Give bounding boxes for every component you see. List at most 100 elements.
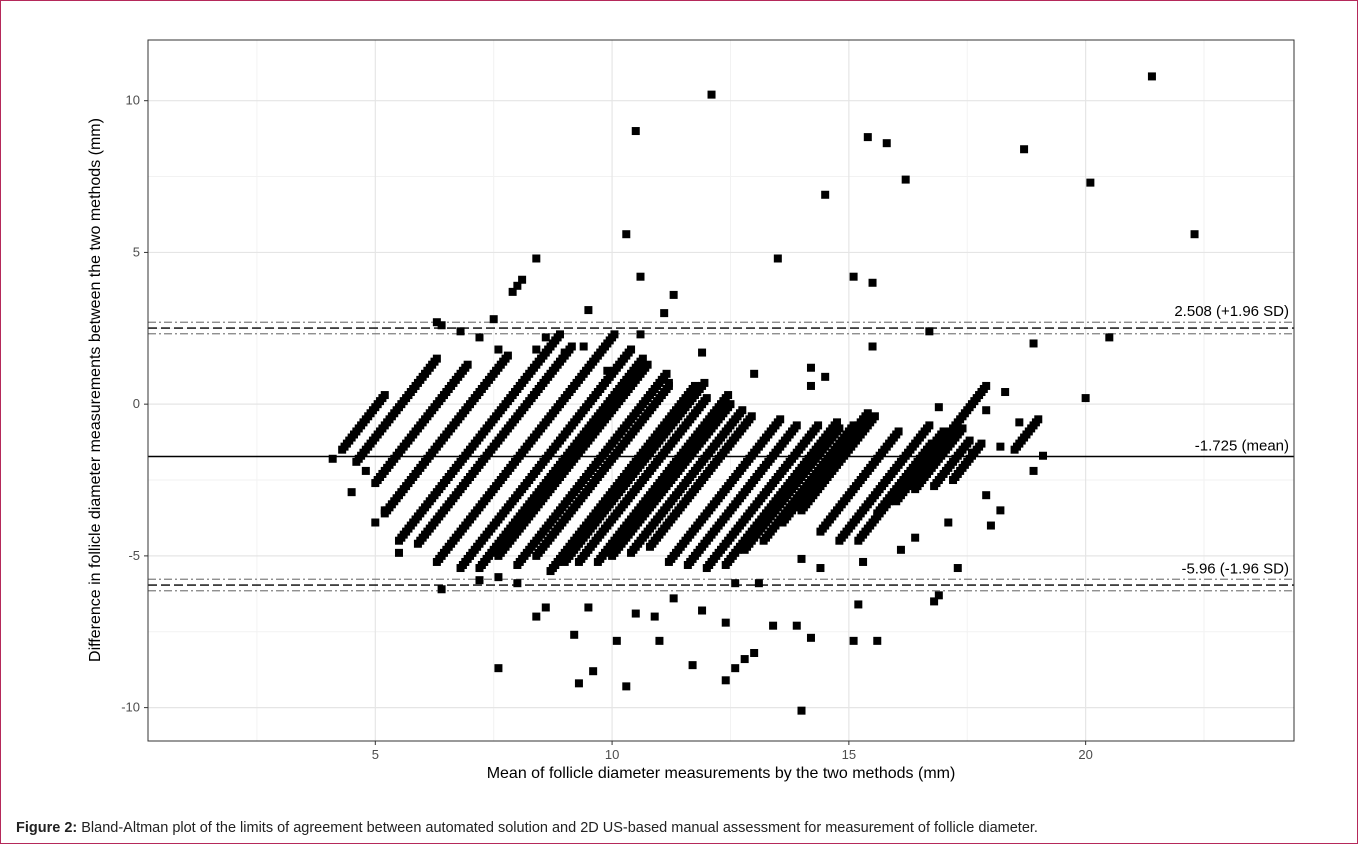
data-point — [934, 403, 943, 412]
data-point — [494, 573, 503, 582]
data-point — [816, 564, 825, 573]
data-point — [532, 345, 541, 354]
data-point — [806, 363, 815, 372]
figure-caption: Figure 2: Bland-Altman plot of the limit… — [16, 820, 1346, 836]
data-point — [1190, 230, 1199, 239]
data-point — [610, 330, 619, 339]
data-point — [638, 354, 647, 363]
data-point — [863, 409, 872, 418]
data-point — [612, 636, 621, 645]
data-point — [432, 354, 441, 363]
data-point — [925, 327, 934, 336]
data-point — [806, 381, 815, 390]
data-point — [849, 636, 858, 645]
data-point — [882, 139, 891, 148]
data-point — [740, 655, 749, 664]
data-point — [489, 315, 498, 324]
data-point — [1001, 388, 1010, 397]
data-point — [870, 412, 879, 421]
data-point — [662, 369, 671, 378]
data-point — [967, 448, 976, 457]
data-point — [669, 290, 678, 299]
data-point — [792, 621, 801, 630]
data-point — [977, 439, 986, 448]
x-axis-title: Mean of follicle diameter measurements b… — [487, 765, 956, 782]
y-tick-label: 10 — [126, 93, 140, 108]
data-point — [432, 318, 441, 327]
data-point — [821, 372, 830, 381]
data-point — [747, 412, 756, 421]
data-point — [835, 424, 844, 433]
data-point — [456, 327, 465, 336]
x-tick-label: 20 — [1078, 747, 1092, 762]
data-point — [475, 333, 484, 342]
data-point — [690, 381, 699, 390]
data-point — [622, 230, 631, 239]
data-point — [953, 564, 962, 573]
data-point — [361, 466, 370, 475]
data-point — [754, 579, 763, 588]
data-point — [698, 606, 707, 615]
data-point — [1086, 178, 1095, 187]
upper_loa-label: 2.508 (+1.96 SD) — [1174, 303, 1289, 320]
data-point — [700, 378, 709, 387]
data-point — [567, 342, 576, 351]
data-point — [982, 381, 991, 390]
data-point — [636, 272, 645, 281]
data-point — [1147, 72, 1156, 81]
data-point — [589, 667, 598, 676]
data-point — [797, 706, 806, 715]
lower_loa-label: -5.96 (-1.96 SD) — [1181, 560, 1289, 577]
data-point — [731, 579, 740, 588]
data-point — [1020, 145, 1029, 154]
mean-label: -1.725 (mean) — [1195, 438, 1289, 455]
y-tick-label: 0 — [133, 396, 140, 411]
x-tick-label: 15 — [842, 747, 856, 762]
data-point — [584, 603, 593, 612]
data-point — [579, 342, 588, 351]
data-point — [622, 682, 631, 691]
data-point — [750, 648, 759, 657]
data-point — [868, 278, 877, 287]
loa-labels: 2.508 (+1.96 SD) -1.725 (mean) -5.96 (-1.9… — [1174, 303, 1289, 577]
data-point — [776, 415, 785, 424]
data-point — [1034, 415, 1043, 424]
data-point — [347, 488, 356, 497]
data-point — [833, 418, 842, 427]
data-point — [797, 554, 806, 563]
data-point — [494, 664, 503, 673]
data-point — [726, 400, 735, 409]
x-axis-ticks: 5 10 15 20 — [372, 741, 1093, 762]
data-point — [463, 360, 472, 369]
data-point — [660, 309, 669, 318]
y-tick-label: 5 — [133, 244, 140, 259]
caption-label: Figure 2: — [16, 820, 78, 836]
grid-minor — [148, 40, 1294, 741]
data-point — [773, 254, 782, 263]
y-tick-label: -10 — [121, 700, 140, 715]
data-point — [475, 576, 484, 585]
data-point — [731, 664, 740, 673]
data-point — [508, 287, 517, 296]
data-point — [650, 612, 659, 621]
data-point — [821, 190, 830, 199]
data-point — [721, 676, 730, 685]
data-point — [934, 591, 943, 600]
data-point — [724, 391, 733, 400]
data-point — [927, 439, 936, 448]
data-point — [503, 351, 512, 360]
data-point — [721, 618, 730, 627]
data-point — [584, 306, 593, 315]
data-point — [859, 557, 868, 566]
data-point — [532, 254, 541, 263]
data-point — [494, 345, 503, 354]
plot-border — [147, 39, 1295, 742]
data-point — [738, 406, 747, 415]
data-point — [380, 391, 389, 400]
data-point — [698, 348, 707, 357]
data-point — [806, 633, 815, 642]
data-point — [1105, 333, 1114, 342]
data-point — [532, 612, 541, 621]
data-point — [930, 597, 939, 606]
caption-text: Bland-Altman plot of the limits of agree… — [77, 820, 1038, 836]
